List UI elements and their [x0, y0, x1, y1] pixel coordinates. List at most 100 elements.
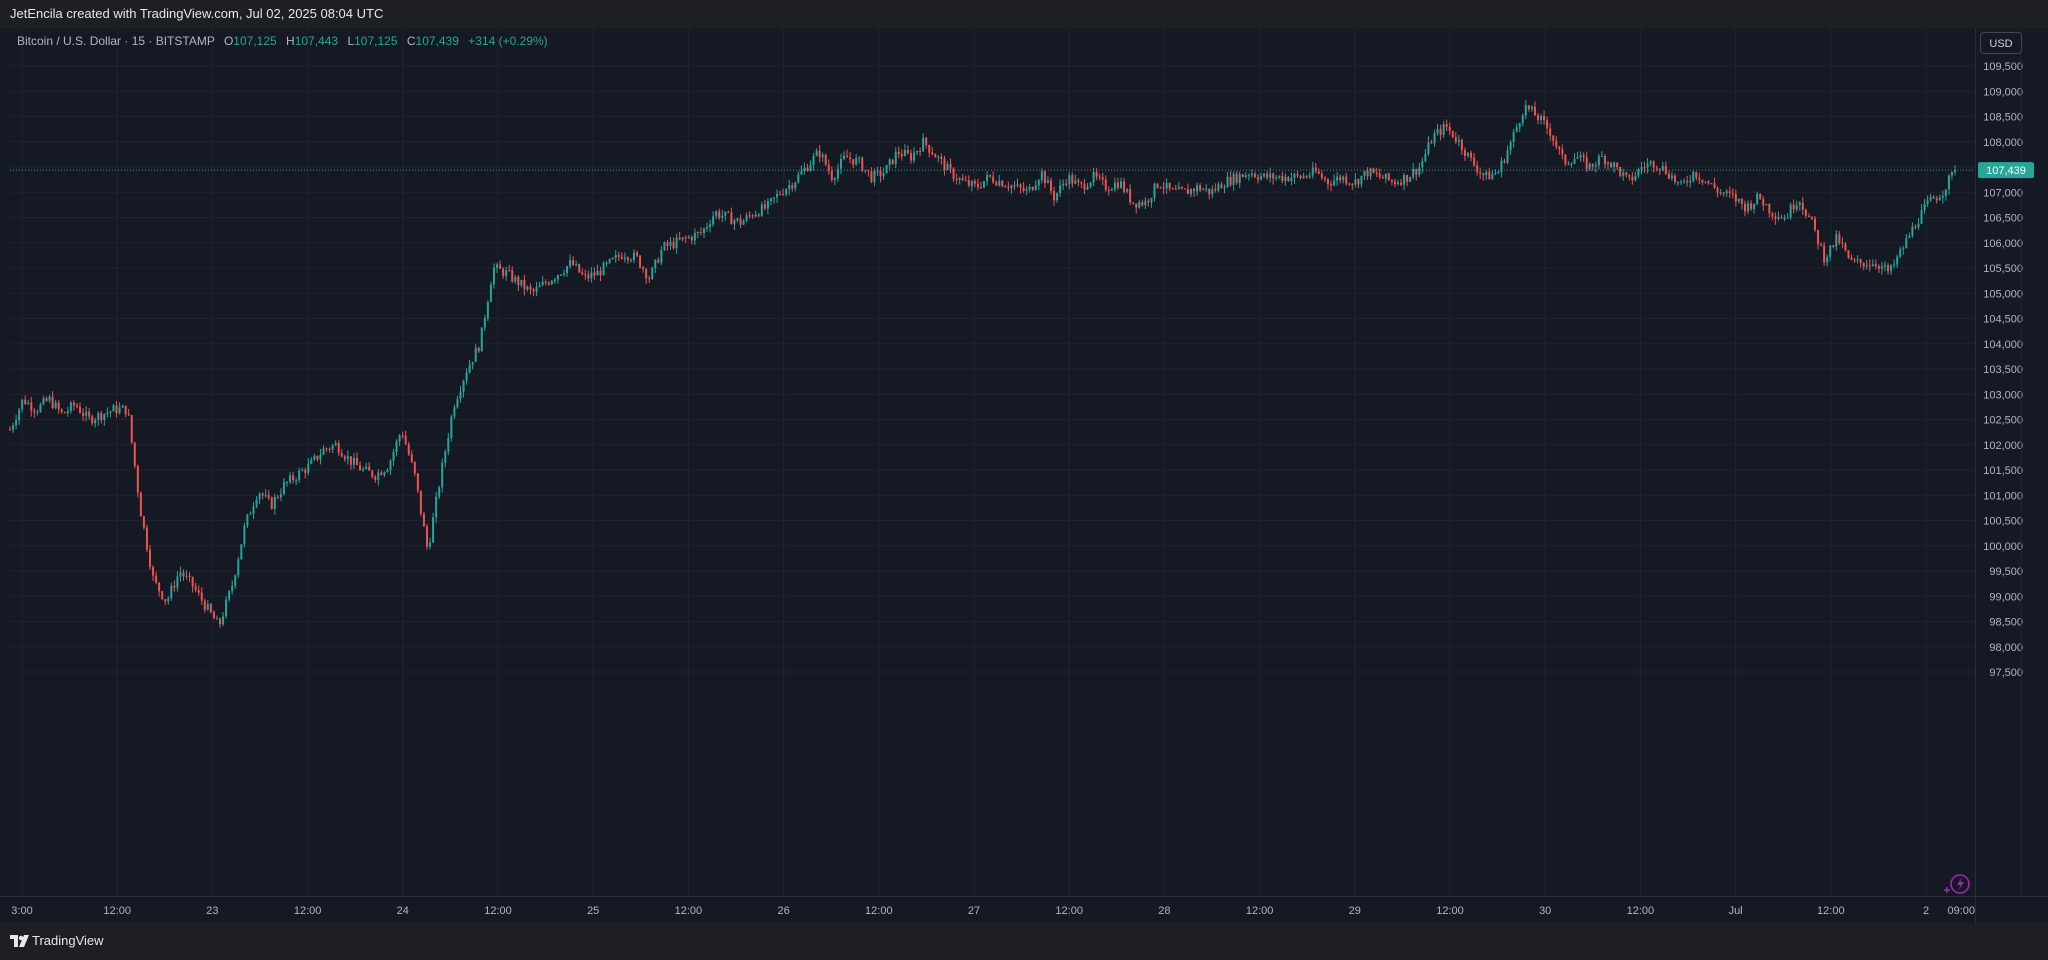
candle-body	[1445, 124, 1448, 128]
candle-body	[1141, 202, 1144, 206]
candle-body	[1667, 173, 1670, 179]
candle-body	[1810, 216, 1813, 219]
candle-body	[1013, 185, 1016, 187]
candle-body	[1713, 183, 1716, 188]
candle-body	[678, 237, 681, 240]
candle-body	[1893, 264, 1896, 266]
candle-body	[1226, 176, 1229, 188]
candle-body	[85, 411, 88, 416]
x-tick-label: 25	[587, 905, 599, 917]
candle-body	[1640, 167, 1643, 170]
candle-body	[541, 281, 544, 286]
candle-body	[1862, 262, 1865, 267]
candle-body	[1357, 179, 1360, 185]
candle-body	[383, 472, 386, 476]
candle-body	[1950, 171, 1953, 176]
candle-body	[136, 466, 139, 493]
candle-body	[1704, 181, 1707, 183]
candle-body	[1454, 137, 1457, 142]
candle-body	[523, 279, 526, 290]
candle-body	[566, 266, 569, 274]
candle-body	[1804, 209, 1807, 216]
candle-body	[1570, 163, 1573, 165]
candle-body	[1899, 249, 1902, 257]
candle-body	[928, 144, 931, 153]
candle-body	[301, 469, 304, 471]
candle-body	[663, 242, 666, 250]
candle-body	[88, 411, 91, 417]
candle-body	[1400, 182, 1403, 185]
candle-body	[261, 493, 264, 496]
candle-body	[1363, 170, 1366, 176]
candle-body	[1573, 158, 1576, 164]
candle-body	[1807, 215, 1810, 217]
candle-body	[149, 549, 152, 568]
candle-body	[270, 497, 273, 509]
candle-body	[739, 218, 742, 225]
candle-body	[1896, 256, 1899, 265]
candle-body	[1920, 210, 1923, 224]
candle-body	[538, 285, 541, 288]
candle-body	[657, 259, 660, 263]
close-value: 107,439	[415, 34, 459, 48]
candle-body	[1253, 173, 1256, 177]
candle-body	[392, 451, 395, 461]
candle-body	[228, 591, 231, 600]
candle-body	[1777, 217, 1780, 219]
x-tick-label: 12:00	[1246, 905, 1274, 917]
y-tick-label: 109,000	[1983, 86, 2023, 98]
candle-body	[1649, 161, 1652, 164]
candle-body	[894, 151, 897, 164]
candle-body	[870, 171, 873, 182]
candle-body	[706, 226, 709, 229]
candle-body	[1275, 177, 1278, 179]
candle-body	[1241, 174, 1244, 178]
candle-body	[1524, 105, 1527, 116]
candle-body	[849, 157, 852, 160]
candle-body	[362, 468, 365, 471]
candle-body	[496, 264, 499, 268]
change-value: +314 (+0.29%)	[468, 34, 548, 48]
candle-body	[611, 257, 614, 259]
x-tick-label: 12:00	[484, 905, 512, 917]
candle-body	[1695, 172, 1698, 178]
candlestick-chart[interactable]: 109,500109,000108,500108,000107,500107,0…	[0, 28, 2048, 923]
candle-body	[1171, 188, 1174, 190]
candle-body	[1698, 177, 1701, 180]
candle-body	[1607, 162, 1610, 165]
candle-body	[1789, 204, 1792, 218]
candle-body	[639, 255, 642, 268]
candle-body	[45, 398, 48, 401]
candle-body	[785, 189, 788, 195]
candle-body	[118, 407, 121, 414]
tradingview-brand: TradingView	[32, 933, 104, 948]
candle-body	[243, 525, 246, 545]
candle-body	[264, 494, 267, 496]
candle-body	[1387, 173, 1390, 180]
candle-body	[1543, 115, 1546, 121]
candle-body	[1628, 174, 1631, 177]
candle-body	[1180, 187, 1183, 189]
candle-body	[867, 169, 870, 172]
candle-body	[855, 158, 858, 165]
candle-body	[940, 156, 943, 159]
candle-body	[669, 241, 672, 246]
chart-area[interactable]: 109,500109,000108,500108,000107,500107,0…	[0, 28, 2048, 923]
candle-body	[1710, 183, 1713, 185]
x-tick-label: 24	[397, 905, 409, 917]
candle-body	[1652, 161, 1655, 168]
candle-body	[355, 457, 358, 466]
candle-body	[797, 174, 800, 183]
candle-body	[164, 599, 167, 602]
currency-button[interactable]: USD	[1980, 32, 2022, 54]
candle-body	[1138, 202, 1141, 208]
candle-body	[1406, 174, 1409, 182]
candle-body	[410, 454, 413, 462]
candle-body	[553, 279, 556, 281]
alert-bolt-icon[interactable]	[1943, 872, 1973, 896]
candle-body	[815, 150, 818, 156]
candle-body	[681, 237, 684, 240]
candle-body	[36, 411, 39, 413]
candle-body	[474, 347, 477, 362]
y-tick-label: 108,000	[1983, 137, 2023, 149]
